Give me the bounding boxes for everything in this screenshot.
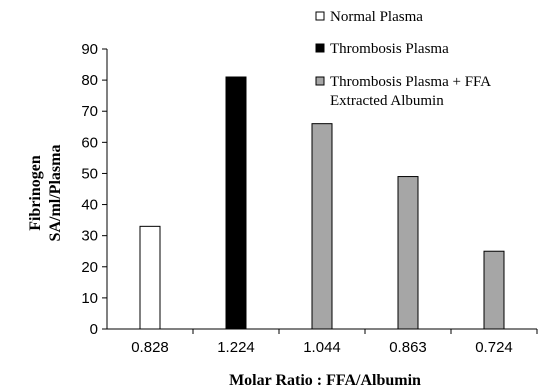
x-tick-label: 1.224 xyxy=(217,339,255,356)
legend-label-thrombosis-plasma: Thrombosis Plasma xyxy=(330,41,449,57)
x-tick-label: 0.724 xyxy=(475,339,513,356)
bars xyxy=(139,76,505,330)
y-tick-label: 10 xyxy=(81,290,98,307)
bar-0.828 xyxy=(139,225,161,330)
y-axis-title-line2: SA/ml/Plasma xyxy=(47,145,64,242)
y-tick-label: 70 xyxy=(81,103,98,120)
x-tick-label: 1.044 xyxy=(303,339,341,356)
y-tick-label: 30 xyxy=(81,228,98,245)
legend-label-normal-plasma: Normal Plasma xyxy=(330,9,423,25)
legend-label-ffa-extracted-line2: Extracted Albumin xyxy=(330,93,444,109)
y-axis-title-line1: Fibrinogen xyxy=(27,155,44,231)
x-axis-title: Molar Ratio : FFA/Albumin xyxy=(229,372,421,389)
x-tick-label: 0.828 xyxy=(131,339,169,356)
y-axis-title: Fibrinogen SA/ml/Plasma xyxy=(27,145,64,242)
legend-item-ffa-extracted: Thrombosis Plasma + FFA Extracted Albumi… xyxy=(315,74,491,109)
y-axis-ticks: 0 10 20 30 40 50 60 70 80 90 xyxy=(81,41,107,338)
bar-1.224 xyxy=(225,76,247,330)
x-axis-ticks: 0.828 1.224 1.044 0.863 0.724 xyxy=(131,329,538,356)
legend-label-ffa-extracted-line1: Thrombosis Plasma + FFA xyxy=(330,74,491,90)
legend-swatch-normal-plasma xyxy=(315,11,325,21)
bar-0.863 xyxy=(397,176,419,330)
y-tick-label: 20 xyxy=(81,259,98,276)
y-tick-label: 40 xyxy=(81,197,98,214)
y-tick-label: 90 xyxy=(81,41,98,58)
y-tick-label: 0 xyxy=(90,321,98,338)
y-tick-label: 80 xyxy=(81,72,98,89)
y-tick-label: 60 xyxy=(81,134,98,151)
legend-swatch-thrombosis-plasma xyxy=(315,43,325,53)
legend-item-thrombosis-plasma: Thrombosis Plasma xyxy=(315,41,449,57)
bar-0.724 xyxy=(483,250,505,330)
legend-swatch-ffa-extracted xyxy=(315,76,325,86)
y-tick-label: 50 xyxy=(81,165,98,182)
legend-item-normal-plasma: Normal Plasma xyxy=(315,9,423,25)
bar-1.044 xyxy=(311,123,333,330)
x-tick-label: 0.863 xyxy=(389,339,427,356)
legend: Normal Plasma Thrombosis Plasma Thrombos… xyxy=(315,9,491,109)
